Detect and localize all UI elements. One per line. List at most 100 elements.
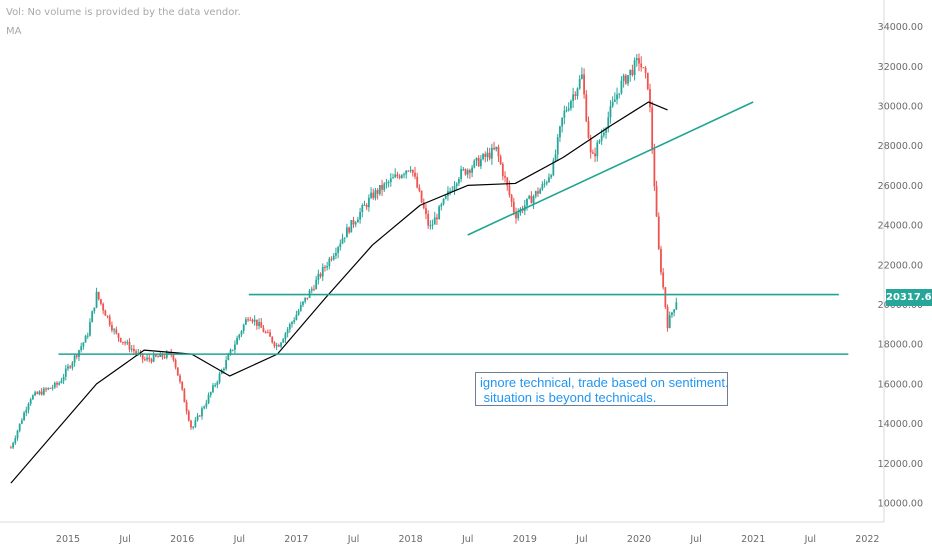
y-tick-label: 14000.00 (878, 419, 923, 430)
candle-body (119, 337, 122, 342)
candle-body (411, 169, 414, 173)
ma-legend: MA (6, 26, 22, 37)
candle-body (655, 186, 658, 217)
candle-body (174, 359, 177, 368)
candle-body (29, 399, 32, 404)
candle-body (141, 353, 144, 360)
candle-body (376, 190, 379, 194)
candle-body (635, 58, 638, 61)
candle-body (273, 342, 276, 347)
candle-body (673, 309, 676, 313)
candle-body (18, 423, 21, 431)
candle-body (352, 220, 355, 225)
candle-body (113, 329, 116, 331)
candle-body (51, 387, 54, 389)
candle-body (176, 367, 179, 376)
x-tick-label: Jul (461, 534, 473, 545)
candle-body (458, 178, 460, 184)
candle-body (135, 351, 137, 354)
candle-body (374, 190, 377, 199)
candle-body (297, 310, 300, 315)
candle-body (218, 373, 221, 383)
candle-body (324, 266, 326, 268)
candle-body (462, 169, 465, 171)
candle-body (407, 170, 410, 172)
x-tick-label: 2015 (56, 534, 80, 545)
candle-body (223, 368, 225, 371)
candle-body (591, 152, 594, 154)
candle-body (157, 356, 159, 358)
candle-body (510, 194, 513, 202)
candle-body (354, 222, 357, 225)
candle-body (240, 331, 243, 335)
candle-body (23, 412, 25, 421)
candle-body (264, 332, 267, 334)
candle-body (506, 177, 509, 186)
candle-body (365, 204, 368, 208)
candle-body (620, 80, 623, 94)
candle-body (269, 332, 271, 337)
candle-body (288, 324, 291, 330)
candle-body (53, 382, 56, 388)
candle-body (624, 75, 627, 84)
candle-body (348, 227, 351, 233)
candle-body (515, 212, 517, 219)
candle-body (578, 78, 581, 89)
candle-body (128, 341, 131, 350)
candle-body (460, 169, 463, 179)
candle-body (539, 189, 542, 194)
candle-body (179, 375, 181, 382)
x-tick-label: 2020 (627, 534, 651, 545)
candle-body (115, 329, 118, 334)
candle-body (137, 352, 140, 354)
candle-body (225, 360, 228, 369)
trend-line (467, 101, 754, 236)
candle-body (383, 183, 386, 190)
candle-body (293, 319, 296, 323)
candle-body (38, 391, 41, 394)
candle-body (616, 94, 618, 100)
candle-body (244, 319, 247, 325)
candle-body (444, 195, 447, 199)
candle-body (528, 195, 531, 199)
candle-body (299, 304, 302, 311)
candle-body (484, 154, 487, 158)
candle-body (214, 384, 217, 386)
candle-body (45, 388, 47, 390)
candle-body (40, 391, 43, 395)
candle-body (497, 146, 500, 157)
candle-body (633, 60, 636, 76)
candle-body (471, 167, 473, 173)
candle-body (477, 157, 480, 167)
candle-body (649, 89, 651, 108)
candle-body (14, 438, 17, 444)
candle-body (75, 355, 78, 357)
candle-body (209, 391, 212, 396)
candle-body (440, 204, 443, 207)
candle-body (194, 420, 197, 427)
candle-body (488, 152, 491, 159)
annotation-note[interactable]: ignore technical, trade based on sentime… (475, 372, 729, 406)
candle-body (10, 447, 12, 449)
candle-body (530, 195, 533, 204)
candle-body (335, 252, 337, 256)
candle-body (596, 142, 599, 157)
candle-body (600, 135, 603, 141)
candle-body (618, 93, 621, 95)
candle-body (126, 341, 129, 344)
candle-body (86, 335, 89, 337)
candle-body (185, 402, 188, 412)
candle-body (130, 348, 133, 350)
candle-body (266, 332, 269, 334)
candle-body (317, 273, 320, 280)
y-tick-label: 24000.00 (878, 221, 923, 232)
candle-body (574, 94, 577, 96)
candle-body (416, 176, 419, 188)
candle-body (304, 297, 307, 302)
candle-body (605, 128, 607, 133)
candle-body (93, 307, 96, 312)
candle-body (367, 197, 370, 208)
x-tick-label: 2016 (170, 534, 194, 545)
